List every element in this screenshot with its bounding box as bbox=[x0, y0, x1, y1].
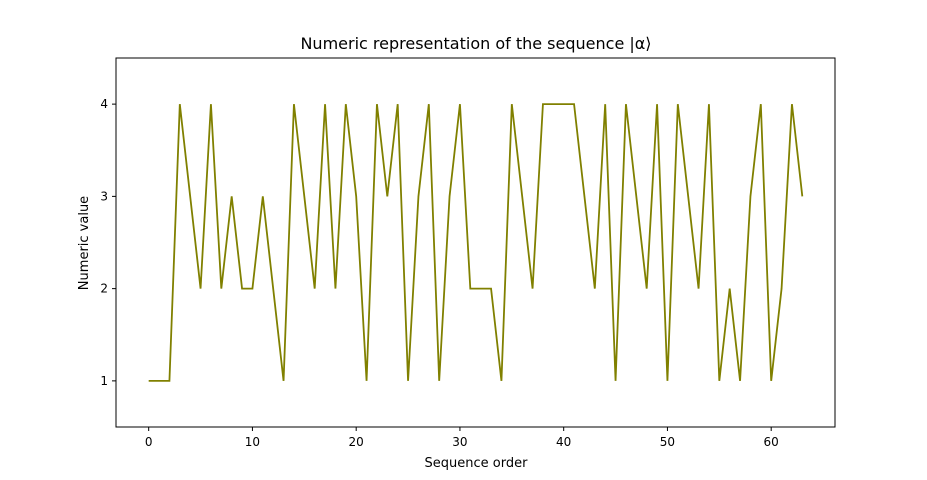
plot-frame bbox=[115, 57, 836, 428]
y-tick-label: 4 bbox=[100, 97, 108, 111]
y-axis: 1 2 3 4 bbox=[100, 97, 116, 388]
y-tick-label: 3 bbox=[100, 189, 108, 203]
chart-title: Numeric representation of the sequence |… bbox=[300, 34, 651, 53]
y-tick-label: 1 bbox=[100, 374, 108, 388]
x-tick-label: 40 bbox=[556, 435, 571, 449]
x-tick-label: 20 bbox=[349, 435, 364, 449]
y-tick-label: 2 bbox=[100, 282, 108, 296]
x-tick-label: 60 bbox=[764, 435, 779, 449]
x-tick-label: 0 bbox=[145, 435, 153, 449]
x-axis-label: Sequence order bbox=[425, 456, 529, 471]
y-axis-label: Numeric value bbox=[77, 196, 92, 290]
plot-area bbox=[115, 57, 836, 428]
x-tick-label: 10 bbox=[245, 435, 260, 449]
x-axis: 0 10 20 30 40 50 60 bbox=[145, 427, 779, 449]
series-line bbox=[148, 103, 804, 382]
x-tick-label: 50 bbox=[660, 435, 675, 449]
x-tick-label: 30 bbox=[452, 435, 467, 449]
